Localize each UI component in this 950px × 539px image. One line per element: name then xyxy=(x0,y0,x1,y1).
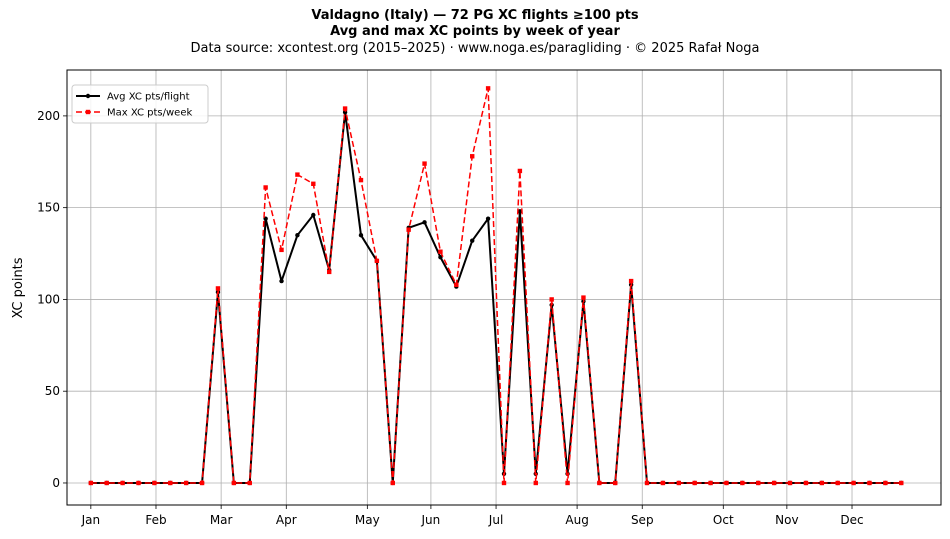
chart-source: Data source: xcontest.org (2015–2025) · … xyxy=(190,41,760,56)
data-point xyxy=(549,297,554,302)
data-point xyxy=(311,212,316,218)
data-point xyxy=(199,480,205,486)
chart-titles: Valdagno (Italy) — 72 PG XC flights ≥100… xyxy=(0,8,950,57)
data-point xyxy=(279,247,284,253)
data-point xyxy=(152,480,157,486)
data-point xyxy=(390,480,395,486)
data-point xyxy=(183,480,189,486)
data-point xyxy=(676,480,681,486)
series-1 xyxy=(88,86,904,486)
data-point xyxy=(358,177,364,183)
data-point xyxy=(501,480,507,486)
data-point xyxy=(485,216,491,221)
data-point xyxy=(628,278,634,284)
data-point xyxy=(104,480,109,486)
data-point xyxy=(565,480,570,486)
x-tick-label-aug: Aug xyxy=(565,513,588,527)
y-tick-label: 0 xyxy=(52,476,60,490)
y-tick-label: 100 xyxy=(37,292,60,306)
data-point xyxy=(279,278,284,284)
x-tick-label-jul: Jul xyxy=(488,513,503,527)
data-point xyxy=(470,154,475,159)
x-tick-label-nov: Nov xyxy=(775,513,798,527)
data-point xyxy=(517,209,523,214)
data-point xyxy=(867,480,872,486)
legend-swatch-marker xyxy=(85,109,91,115)
data-point xyxy=(231,480,237,486)
data-point xyxy=(597,480,602,486)
data-point xyxy=(835,480,840,486)
data-point xyxy=(644,480,650,486)
data-point xyxy=(883,480,888,486)
data-point xyxy=(454,282,459,287)
data-point xyxy=(406,227,411,232)
chart-subtitle: Avg and max XC points by week of year xyxy=(330,24,620,39)
data-point xyxy=(311,181,316,186)
data-point xyxy=(295,232,300,238)
data-point xyxy=(517,168,523,174)
data-point xyxy=(771,480,777,486)
x-tick-label-jan: Jan xyxy=(81,513,101,527)
data-point xyxy=(295,172,300,177)
legend-frame xyxy=(71,84,209,124)
plot-frame xyxy=(66,69,942,506)
legend-label: Max XC pts/week xyxy=(107,108,192,119)
data-point xyxy=(803,480,809,486)
x-tick-label-dec: Dec xyxy=(840,513,863,527)
legend: Avg XC pts/flight Max XC pts/week xyxy=(71,84,209,124)
y-tick-label: 150 xyxy=(37,201,60,215)
data-point xyxy=(215,286,221,291)
data-point xyxy=(819,480,825,486)
chart-title: Valdagno (Italy) — 72 PG XC flights ≥100… xyxy=(311,8,639,23)
data-point xyxy=(136,480,141,486)
data-point xyxy=(342,106,348,111)
x-tick-label-apr: Apr xyxy=(276,513,297,527)
x-tick-label-sep: Sep xyxy=(631,513,654,527)
data-point xyxy=(470,238,475,243)
x-tick-label-oct: Oct xyxy=(713,513,734,527)
x-axis: Jan Feb Mar Apr May Jun Jul Aug Sep Oct Nov Dec xyxy=(81,505,864,527)
data-point xyxy=(438,255,443,260)
data-point xyxy=(438,249,443,254)
data-point xyxy=(708,480,713,486)
data-point xyxy=(374,258,380,264)
data-point xyxy=(422,161,427,166)
data-point xyxy=(851,480,856,486)
data-point xyxy=(692,480,697,486)
data-point xyxy=(88,480,94,486)
data-point xyxy=(247,480,252,486)
data-point xyxy=(787,480,793,486)
x-tick-label-mar: Mar xyxy=(210,513,233,527)
data-point xyxy=(358,232,364,238)
y-axis-label: XC points xyxy=(11,257,26,318)
data-point xyxy=(327,269,332,275)
y-tick-label: 200 xyxy=(37,109,60,123)
data-point xyxy=(533,480,538,486)
data-point xyxy=(120,480,125,486)
data-point xyxy=(581,295,586,300)
series-line-1 xyxy=(90,87,902,484)
grid-lines xyxy=(67,70,941,505)
data-point xyxy=(756,480,761,486)
y-axis: 0 50 100 150 200 xyxy=(37,109,67,490)
data-point xyxy=(422,220,427,225)
data-point xyxy=(613,480,618,486)
data-point xyxy=(724,480,729,486)
series-layer xyxy=(88,86,904,486)
x-tick-label-may: May xyxy=(355,513,380,527)
data-point xyxy=(660,480,666,486)
data-point xyxy=(263,185,268,190)
x-tick-label-feb: Feb xyxy=(145,513,166,527)
legend-swatch-marker xyxy=(85,93,91,99)
x-tick-label-jun: Jun xyxy=(421,513,441,527)
y-tick-label: 50 xyxy=(45,384,60,398)
data-point xyxy=(740,480,745,486)
data-point xyxy=(485,86,491,91)
legend-label: Avg XC pts/flight xyxy=(107,92,190,103)
data-point xyxy=(899,480,904,486)
data-point xyxy=(168,480,173,486)
